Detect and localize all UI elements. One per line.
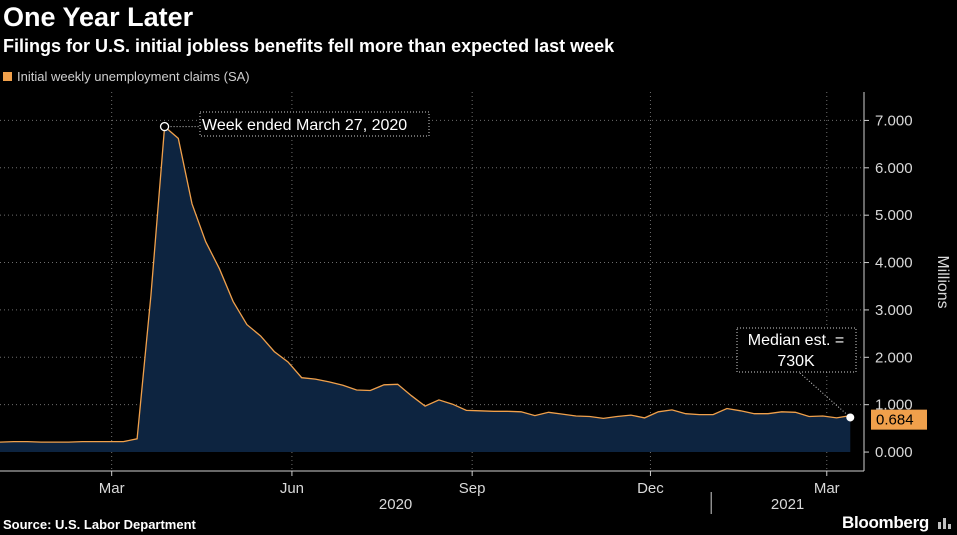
y-axis-label: Millions: [934, 255, 951, 308]
y-tick-label: 3.000: [875, 302, 913, 319]
y-tick-label: 6.000: [875, 160, 913, 177]
y-tick-label: 4.000: [875, 255, 913, 272]
bar-chart-icon: [938, 518, 951, 529]
last-value-badge: [871, 409, 927, 430]
y-tick-label: 7.000: [875, 112, 913, 129]
median-annotation-line-2: 730K: [777, 353, 815, 370]
peak-marker: [159, 121, 170, 132]
median-annotation-box: [736, 327, 857, 373]
x-year-label: 2021: [771, 496, 804, 513]
legend: Initial weekly unemployment claims (SA): [3, 69, 250, 84]
peak-annotation-text: Week ended March 27, 2020: [202, 117, 407, 134]
peak-annotation-box: [199, 111, 430, 137]
legend-swatch: [3, 72, 12, 81]
median-leader-line: [799, 372, 851, 418]
legend-label: Initial weekly unemployment claims (SA): [17, 69, 250, 84]
series-line: [0, 125, 851, 443]
median-annotation-line-1: Median est. =: [748, 332, 845, 349]
y-tick-label: 1.000: [875, 397, 913, 414]
source-note: Source: U.S. Labor Department: [3, 517, 196, 532]
y-tick-label: 0.000: [875, 444, 913, 461]
brand-logo-text: Bloomberg: [841, 513, 929, 532]
y-tick-label: 2.000: [875, 349, 913, 366]
y-tick-label: 5.000: [875, 207, 913, 224]
x-tick-label: Sep: [459, 480, 486, 497]
series-area: [0, 126, 851, 453]
x-tick-label: Mar: [814, 480, 840, 497]
chart-subtitle: Filings for U.S. initial jobless benefit…: [3, 36, 615, 56]
x-tick-label: Jun: [280, 480, 304, 497]
x-year-label: 2020: [379, 496, 412, 513]
x-tick-label: Dec: [637, 480, 664, 497]
median-marker: [846, 413, 855, 422]
chart-title: One Year Later: [3, 2, 194, 32]
x-tick-label: Mar: [99, 480, 125, 497]
last-value-label: 0.684: [876, 412, 914, 429]
